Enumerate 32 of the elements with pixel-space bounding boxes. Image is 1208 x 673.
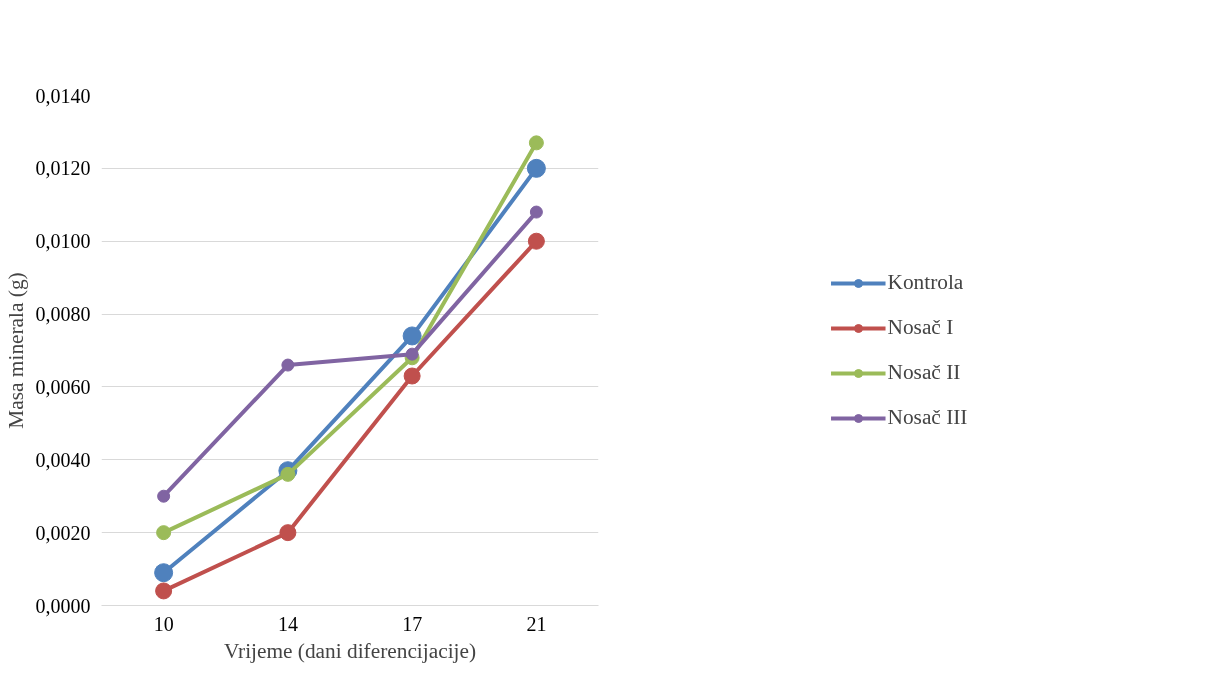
legend-label: Nosač I: [887, 315, 954, 340]
point: [402, 326, 422, 346]
x-axis-title: Vrijeme (dani diferencijacije): [223, 638, 477, 663]
x-tick-label: 14: [277, 612, 298, 635]
point: [527, 232, 545, 250]
y-tick-label: 0,0020: [35, 521, 91, 544]
point: [155, 582, 173, 600]
point: [528, 135, 544, 151]
point: [156, 525, 172, 541]
y-tick-label: 0,0120: [35, 157, 91, 180]
x-tick-label: 10: [153, 612, 174, 635]
y-axis-title: Masa minerala (g): [3, 272, 28, 429]
legend-label: Nosač II: [887, 360, 961, 385]
y-tick-label: 0,0080: [35, 303, 91, 326]
y-tick-label: 0,0000: [35, 594, 91, 617]
x-tick-label: 21: [526, 612, 547, 635]
point: [405, 347, 419, 361]
point: [154, 563, 174, 583]
point: [157, 489, 171, 503]
legend-label: Nosač III: [887, 405, 968, 430]
point: [279, 524, 297, 542]
point: [280, 466, 296, 482]
y-tick-label: 0,0100: [35, 230, 91, 253]
legend-label: Kontrola: [887, 270, 964, 295]
point: [529, 205, 543, 219]
y-tick-label: 0,0060: [35, 375, 91, 398]
point: [403, 367, 421, 385]
point: [526, 158, 546, 178]
y-tick-label: 0,0140: [35, 84, 91, 107]
point: [281, 358, 295, 372]
y-tick-label: 0,0040: [35, 448, 91, 471]
x-tick-label: 17: [402, 612, 423, 635]
